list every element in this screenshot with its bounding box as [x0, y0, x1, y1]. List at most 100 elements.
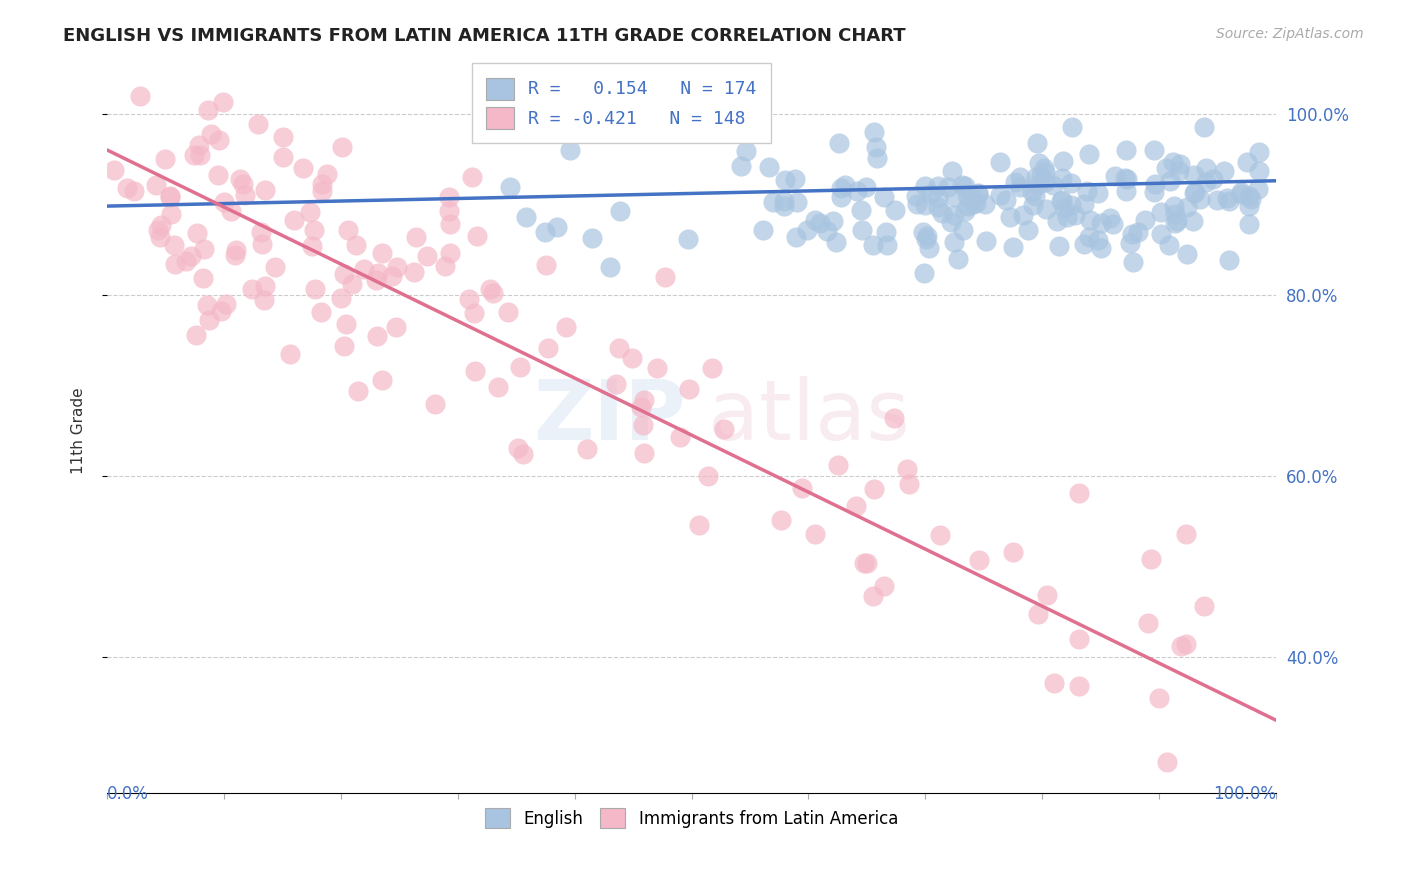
Point: [815, 224, 838, 238]
Text: atlas: atlas: [707, 376, 910, 457]
Point: [1206, 193, 1229, 207]
Point: [790, 481, 813, 495]
Point: [1017, 223, 1039, 237]
Point: [862, 238, 884, 252]
Point: [496, 305, 519, 319]
Point: [948, 252, 970, 266]
Point: [912, 266, 935, 280]
Point: [898, 477, 921, 491]
Point: [1218, 194, 1240, 208]
Point: [1090, 216, 1112, 230]
Point: [931, 206, 953, 220]
Point: [914, 179, 936, 194]
Point: [1008, 170, 1031, 185]
Point: [1059, 198, 1081, 212]
Point: [927, 190, 949, 204]
Point: [1201, 171, 1223, 186]
Point: [856, 556, 879, 570]
Point: [1026, 136, 1049, 150]
Point: [834, 178, 856, 193]
Point: [927, 178, 949, 193]
Point: [758, 161, 780, 175]
Point: [1142, 143, 1164, 157]
Point: [974, 234, 997, 248]
Point: [808, 216, 831, 230]
Point: [190, 147, 212, 161]
Point: [1230, 187, 1253, 202]
Text: 0.0%: 0.0%: [107, 786, 149, 804]
Point: [1182, 169, 1205, 183]
Point: [735, 145, 758, 159]
Point: [405, 229, 427, 244]
Point: [969, 553, 991, 567]
Point: [271, 130, 294, 145]
Point: [1035, 164, 1057, 178]
Point: [187, 138, 209, 153]
Point: [966, 186, 988, 201]
Point: [988, 154, 1011, 169]
Point: [439, 246, 461, 260]
Point: [1182, 186, 1205, 200]
Point: [1149, 691, 1171, 706]
Point: [1192, 120, 1215, 135]
Point: [283, 212, 305, 227]
Point: [1215, 191, 1237, 205]
Point: [546, 219, 568, 234]
Point: [200, 127, 222, 141]
Legend: English, Immigrants from Latin America: English, Immigrants from Latin America: [478, 801, 904, 835]
Point: [960, 190, 983, 204]
Point: [346, 384, 368, 399]
Point: [364, 273, 387, 287]
Point: [1150, 227, 1173, 241]
Point: [253, 293, 276, 307]
Point: [1156, 755, 1178, 769]
Point: [463, 306, 485, 320]
Point: [439, 190, 461, 204]
Point: [830, 180, 852, 194]
Point: [1143, 186, 1166, 200]
Point: [212, 95, 235, 110]
Point: [1067, 486, 1090, 500]
Point: [1087, 186, 1109, 201]
Point: [1042, 676, 1064, 690]
Point: [630, 400, 652, 414]
Point: [537, 341, 560, 355]
Y-axis label: 11th Grade: 11th Grade: [72, 387, 86, 474]
Point: [846, 184, 869, 198]
Point: [250, 225, 273, 239]
Point: [163, 237, 186, 252]
Point: [918, 241, 941, 255]
Point: [1008, 180, 1031, 194]
Point: [1166, 214, 1188, 228]
Point: [873, 190, 896, 204]
Point: [1002, 545, 1025, 559]
Point: [560, 143, 582, 157]
Point: [713, 422, 735, 436]
Point: [936, 180, 959, 194]
Point: [830, 189, 852, 203]
Point: [433, 259, 456, 273]
Point: [1050, 194, 1073, 209]
Point: [1114, 170, 1136, 185]
Point: [863, 125, 886, 139]
Point: [1184, 185, 1206, 199]
Point: [1077, 146, 1099, 161]
Point: [688, 518, 710, 533]
Point: [654, 269, 676, 284]
Point: [439, 204, 461, 219]
Point: [103, 162, 125, 177]
Point: [1247, 182, 1270, 196]
Point: [1115, 184, 1137, 198]
Point: [1024, 189, 1046, 203]
Point: [207, 168, 229, 182]
Point: [1104, 169, 1126, 183]
Point: [209, 304, 232, 318]
Point: [965, 196, 987, 211]
Point: [371, 373, 394, 387]
Point: [772, 194, 794, 208]
Point: [1000, 211, 1022, 225]
Point: [298, 204, 321, 219]
Point: [730, 159, 752, 173]
Point: [1022, 198, 1045, 212]
Point: [280, 346, 302, 360]
